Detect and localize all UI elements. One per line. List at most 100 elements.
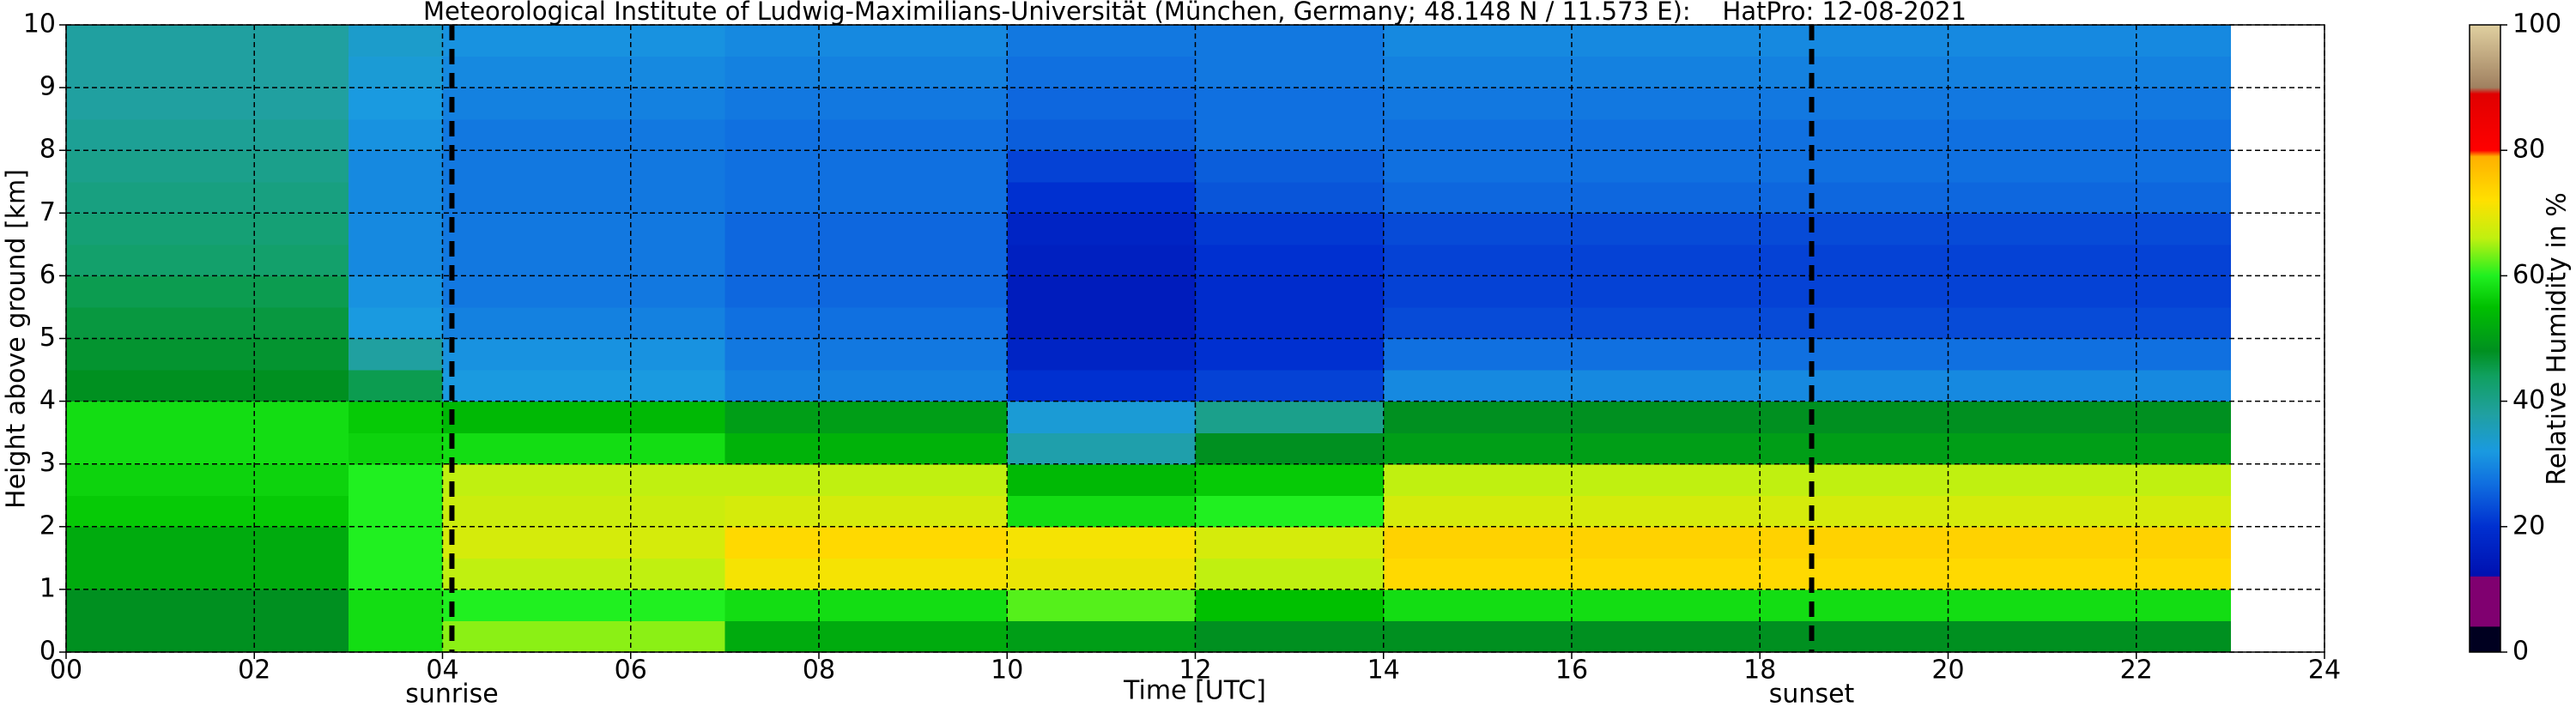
heat-cell	[1760, 244, 1855, 276]
heat-cell	[1289, 306, 1385, 340]
heat-cell	[536, 25, 632, 57]
heat-cell	[1100, 370, 1197, 402]
heat-cell	[1383, 432, 1478, 465]
heat-cell	[160, 118, 255, 151]
heat-cell	[819, 306, 914, 340]
heat-cell	[536, 495, 632, 528]
heat-cell	[254, 432, 349, 465]
heat-cell	[819, 620, 914, 653]
heat-cell	[724, 244, 820, 276]
heat-cell	[1383, 275, 1478, 308]
heat-cell	[819, 275, 914, 308]
heat-cell	[724, 526, 820, 559]
y-tick-label: 1	[39, 573, 56, 603]
heat-cell	[442, 213, 537, 245]
heat-cell	[1853, 370, 1949, 402]
heat-cell	[912, 370, 1008, 402]
heat-cell	[160, 401, 255, 433]
heat-cell	[254, 275, 349, 308]
heat-cell	[536, 432, 632, 465]
heat-cell	[1007, 213, 1102, 245]
heat-cell	[442, 88, 537, 120]
heat-cell	[160, 370, 255, 402]
heat-cell	[912, 181, 1008, 214]
heat-cell	[536, 589, 632, 622]
heat-cell	[160, 589, 255, 622]
heat-cell	[254, 338, 349, 371]
heat-cell	[160, 558, 255, 590]
heat-cell	[348, 589, 444, 622]
heat-cell	[2136, 401, 2231, 433]
heat-cell	[1853, 306, 1949, 340]
heat-cell	[724, 118, 820, 151]
heat-cell	[1853, 244, 1949, 276]
heat-cell	[1477, 589, 1573, 622]
heat-cell	[536, 181, 632, 214]
heat-cell	[536, 150, 632, 183]
heat-cell	[1289, 275, 1385, 308]
heat-cell	[724, 150, 820, 183]
heat-cell	[1572, 338, 1667, 371]
heat-cell	[1289, 56, 1385, 88]
heat-cell	[724, 558, 820, 590]
heat-cell	[1853, 88, 1949, 120]
heat-cell	[254, 150, 349, 183]
heat-cell	[819, 56, 914, 88]
heat-cell	[442, 275, 537, 308]
heat-cell	[348, 25, 444, 57]
heat-cell	[912, 432, 1008, 465]
heat-cell	[2042, 432, 2137, 465]
heat-cell	[1665, 150, 1761, 183]
heat-cell	[442, 244, 537, 276]
heat-cell	[819, 495, 914, 528]
heat-cell	[348, 620, 444, 653]
heat-cell	[254, 463, 349, 496]
heat-cell	[1007, 275, 1102, 308]
heat-cell	[160, 213, 255, 245]
heat-cell	[1853, 25, 1949, 57]
heat-cell	[630, 526, 725, 559]
heat-cell	[2136, 432, 2231, 465]
heat-cell	[254, 495, 349, 528]
heat-cell	[1853, 118, 1949, 151]
heat-cell	[2136, 275, 2231, 308]
heat-cell	[66, 181, 161, 214]
heat-cell	[442, 620, 537, 653]
heat-cell	[724, 181, 820, 214]
heat-cell	[348, 150, 444, 183]
heat-cell	[1853, 338, 1949, 371]
colorbar-label: Relative Humidity in %	[2543, 192, 2573, 485]
heat-cell	[1195, 150, 1290, 183]
heat-cell	[66, 275, 161, 308]
heat-cell	[1665, 620, 1761, 653]
heat-cell	[1760, 338, 1855, 371]
heat-cell	[1948, 620, 2043, 653]
heat-cell	[1665, 495, 1761, 528]
heat-cell	[1853, 213, 1949, 245]
heat-cell	[66, 370, 161, 402]
heat-cell	[1477, 181, 1573, 214]
heat-cell	[1853, 150, 1949, 183]
heat-cell	[1007, 181, 1102, 214]
heat-cell	[819, 118, 914, 151]
heat-cell	[1760, 275, 1855, 308]
heat-cell	[724, 25, 820, 57]
x-tick-label: 12	[1179, 656, 1211, 686]
heat-cell	[1383, 558, 1478, 590]
heat-cell	[1100, 244, 1197, 276]
heat-cell	[1665, 275, 1761, 308]
heat-cell	[1477, 401, 1573, 433]
heat-cell	[1007, 150, 1102, 183]
heat-cell	[442, 401, 537, 433]
heat-cell	[912, 589, 1008, 622]
heat-cell	[442, 338, 537, 371]
heat-cell	[912, 213, 1008, 245]
heat-cell	[2136, 88, 2231, 120]
heat-cell	[1477, 620, 1573, 653]
heat-cell	[819, 338, 914, 371]
heat-cell	[630, 589, 725, 622]
heat-cell	[630, 495, 725, 528]
heat-cell	[1665, 181, 1761, 214]
colorbar-tick-label: 100	[2512, 9, 2561, 39]
heat-cell	[2136, 463, 2231, 496]
